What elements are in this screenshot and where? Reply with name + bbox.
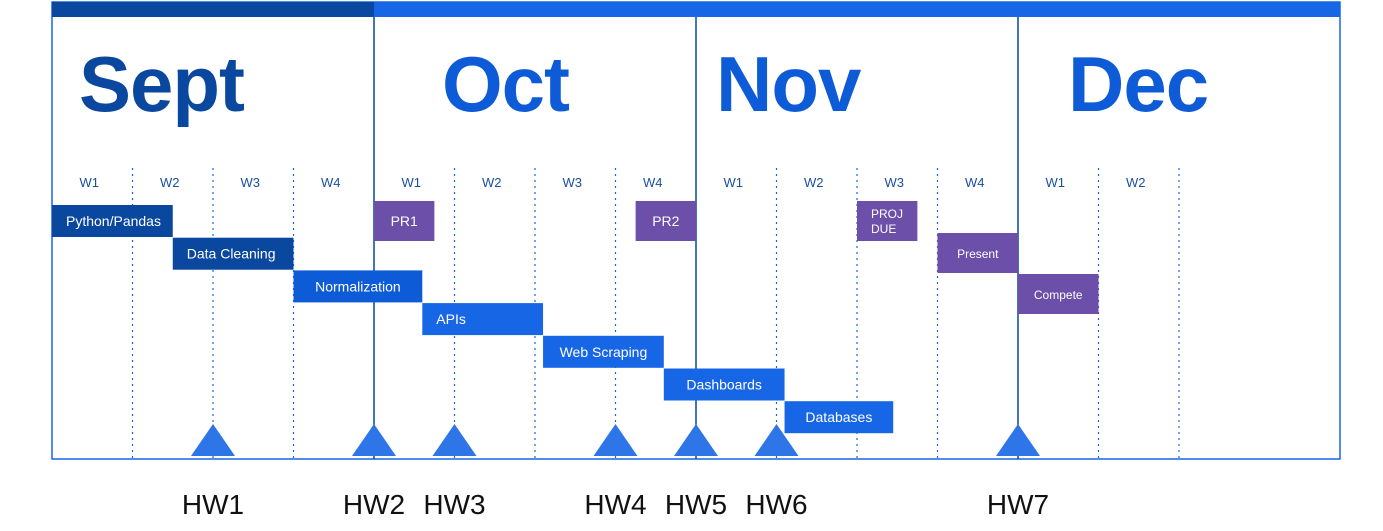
milestone-box [635, 201, 696, 241]
homework-label: HW5 [665, 489, 727, 520]
topic-label: Data Cleaning [187, 246, 276, 262]
month-bar-sept [52, 2, 374, 17]
milestone-box [937, 233, 1018, 273]
week-label: W3 [241, 175, 261, 190]
topic-bar [784, 401, 894, 434]
topic-bars: Python/Pandas Data Cleaning Normalization A… [52, 205, 894, 434]
month-bar-oct [374, 2, 696, 17]
week-label: W2 [482, 175, 502, 190]
week-label: W1 [1046, 175, 1066, 190]
homework-label: HW6 [745, 489, 807, 520]
week-label: W4 [643, 175, 663, 190]
milestone-boxes: PR1 PR2 PROJ DUE Present Compete [374, 201, 1099, 314]
milestone-box [374, 201, 435, 241]
month-name-dec: Dec [1068, 40, 1208, 128]
week-label: W3 [563, 175, 583, 190]
homework-markers: HW1 HW2 HW3 HW4 HW5 HW6 HW7 [182, 424, 1049, 520]
week-label: W2 [1126, 175, 1146, 190]
homework-marker [593, 424, 638, 456]
milestone-label: PR1 [391, 213, 418, 229]
milestone-box [857, 201, 918, 241]
topic-label: Databases [805, 409, 872, 425]
topic-bar [172, 237, 294, 270]
topic-bar [52, 205, 173, 237]
week-label: W2 [804, 175, 824, 190]
milestone-label: Present [957, 247, 999, 261]
homework-label: HW7 [987, 489, 1049, 520]
homework-marker [996, 424, 1040, 456]
topic-bar [543, 335, 664, 368]
homework-marker [191, 424, 235, 456]
month-name-sept: Sept [79, 40, 245, 128]
homework-label: HW2 [343, 489, 405, 520]
milestone-box [1018, 274, 1099, 314]
milestone-label: Compete [1034, 288, 1083, 302]
homework-marker [352, 424, 396, 456]
topic-label: Normalization [315, 278, 401, 294]
homework-label: HW1 [182, 489, 244, 520]
month-bar-nov [696, 2, 1018, 17]
week-label: W1 [724, 175, 744, 190]
topic-label: APIs [436, 311, 466, 327]
week-labels: W1 W2 W3 W4 W1 W2 W3 W4 W1 W2 W3 W4 W1 W2 [80, 175, 1146, 190]
topic-bar [663, 368, 785, 401]
milestone-label: PROJ DUE [871, 207, 903, 236]
milestone-label: PR2 [652, 213, 679, 229]
homework-marker [674, 424, 718, 456]
topic-bar [422, 303, 544, 336]
topic-label: Web Scraping [560, 344, 648, 360]
week-label: W4 [321, 175, 341, 190]
topic-bar [293, 270, 423, 303]
week-label: W1 [402, 175, 422, 190]
topic-label: Python/Pandas [66, 213, 161, 229]
week-label: W4 [965, 175, 985, 190]
homework-label: HW4 [584, 489, 646, 520]
month-bar-dec [1018, 2, 1340, 17]
month-name-oct: Oct [442, 40, 570, 128]
homework-label: HW3 [423, 489, 485, 520]
topic-label: Dashboards [686, 377, 762, 393]
month-headers: Sept Oct Nov Dec [52, 2, 1340, 128]
week-label: W1 [80, 175, 100, 190]
week-label: W2 [160, 175, 180, 190]
week-label: W3 [885, 175, 905, 190]
month-name-nov: Nov [716, 40, 862, 128]
homework-marker [432, 424, 477, 456]
homework-marker [754, 424, 799, 456]
